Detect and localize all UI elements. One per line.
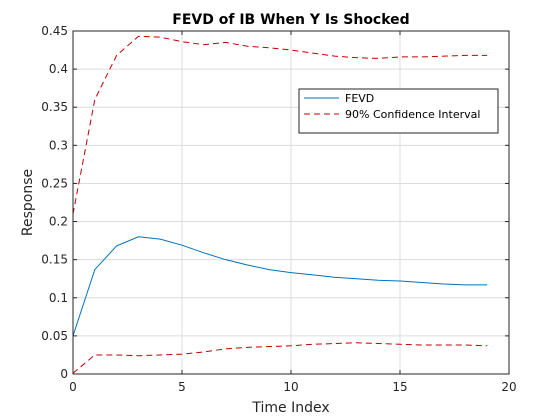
legend-label: 90% Confidence Interval bbox=[345, 108, 480, 121]
x-axis-label: Time Index bbox=[251, 400, 329, 416]
x-tick-label: 20 bbox=[501, 380, 516, 394]
series-layer bbox=[72, 35, 488, 374]
legend-label: FEVD bbox=[345, 92, 374, 105]
x-tick-label: 0 bbox=[69, 380, 77, 394]
y-tick-label: 0.2 bbox=[49, 215, 68, 229]
x-tick-label: 15 bbox=[392, 380, 407, 394]
y-tick-label: 0.25 bbox=[41, 176, 68, 190]
y-tick-label: 0.45 bbox=[41, 24, 68, 38]
confidence-lower-line bbox=[72, 342, 488, 374]
legend: FEVD 90% Confidence Interval bbox=[298, 88, 499, 134]
x-tick-label: 10 bbox=[283, 380, 298, 394]
y-tick-label: 0.4 bbox=[49, 62, 68, 76]
y-tick-label: 0.05 bbox=[41, 329, 68, 343]
y-tick-label: 0.1 bbox=[49, 291, 68, 305]
chart-title: FEVD of IB When Y Is Shocked bbox=[172, 12, 409, 28]
ticks: 0 5 10 15 20 0 0.05 0.1 0.15 0.2 0.25 0.3 0.35 0.4 0.4… bbox=[41, 24, 516, 394]
y-tick-label: 0 bbox=[60, 367, 68, 381]
fevd-line bbox=[72, 236, 488, 337]
y-axis-label: Response bbox=[20, 169, 36, 236]
y-tick-label: 0.3 bbox=[49, 138, 68, 152]
y-tick-label: 0.35 bbox=[41, 100, 68, 114]
y-tick-label: 0.15 bbox=[41, 253, 68, 267]
x-tick-label: 5 bbox=[178, 380, 186, 394]
legend-box bbox=[298, 88, 499, 134]
